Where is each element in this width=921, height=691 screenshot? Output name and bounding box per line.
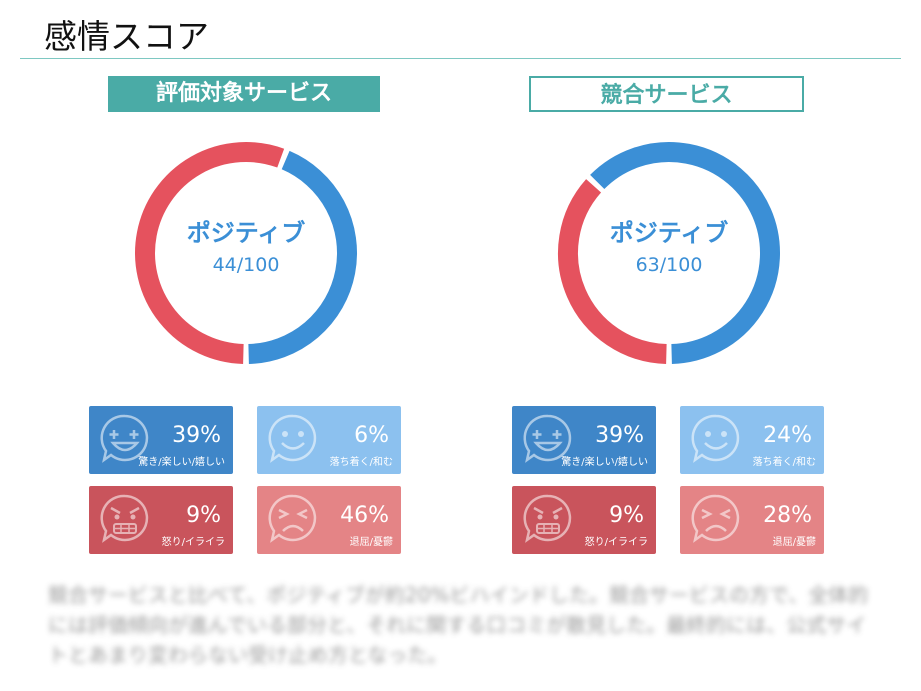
excited-face-icon xyxy=(99,413,151,465)
donut-segment-positive xyxy=(590,142,780,364)
page-title: 感情スコア xyxy=(44,17,209,56)
summary-text: 競合サービスと比べて、ポジティブが約20%ビハインドした。競合サービスの方で、全… xyxy=(48,583,869,667)
emotion-caption: 退屈/憂鬱 xyxy=(772,537,816,548)
emotion-percent: 9% xyxy=(186,503,221,528)
donut-score: 63/100 xyxy=(635,254,703,276)
donut-chart xyxy=(558,142,780,364)
emotion-percent: 24% xyxy=(763,423,812,448)
emotion-tile-calm: 6% 落ち着く/和む xyxy=(257,406,401,474)
emotion-percent: 6% xyxy=(354,423,389,448)
sentiment-donut-competitor: ポジティブ 63/100 xyxy=(549,133,789,373)
emotion-caption: 怒り/イライラ xyxy=(584,537,648,548)
donut-segment-negative xyxy=(135,142,285,364)
angry-face-icon xyxy=(522,493,574,545)
sentiment-donut-target: ポジティブ 44/100 xyxy=(126,133,366,373)
panel-target-service: 評価対象サービス ポジティブ 44/100 39% 驚き/楽しい/嬉しい 6% xyxy=(45,0,445,570)
emotion-tile-sad: 46% 退屈/憂鬱 xyxy=(257,486,401,554)
donut-chart xyxy=(135,142,357,364)
panel-competitor-service: 競合サービス ポジティブ 63/100 39% 驚き/楽しい/嬉しい 24% xyxy=(468,0,868,570)
donut-score: 44/100 xyxy=(212,254,280,276)
service-label-target: 評価対象サービス xyxy=(108,76,380,112)
emotion-caption: 驚き/楽しい/嬉しい xyxy=(138,457,225,468)
donut-center-label: ポジティブ xyxy=(609,219,729,247)
angry-face-icon xyxy=(99,493,151,545)
emotion-percent: 39% xyxy=(595,423,644,448)
emotion-tile-anger: 9% 怒り/イライラ xyxy=(89,486,233,554)
emotion-caption: 怒り/イライラ xyxy=(161,537,225,548)
sad-face-icon xyxy=(690,493,742,545)
emotion-tile-joy: 39% 驚き/楽しい/嬉しい xyxy=(512,406,656,474)
donut-center-label: ポジティブ xyxy=(186,219,306,247)
emotion-tile-calm: 24% 落ち着く/和む xyxy=(680,406,824,474)
emotion-tile-joy: 39% 驚き/楽しい/嬉しい xyxy=(89,406,233,474)
emotion-percent: 39% xyxy=(172,423,221,448)
emotion-tile-sad: 28% 退屈/憂鬱 xyxy=(680,486,824,554)
emotion-caption: 驚き/楽しい/嬉しい xyxy=(561,457,648,468)
emotion-tile-anger: 9% 怒り/イライラ xyxy=(512,486,656,554)
emotion-caption: 退屈/憂鬱 xyxy=(349,537,393,548)
title-divider xyxy=(20,58,901,59)
emotion-percent: 28% xyxy=(763,503,812,528)
emotion-caption: 落ち着く/和む xyxy=(752,457,816,468)
smile-face-icon xyxy=(690,413,742,465)
emotion-percent: 46% xyxy=(340,503,389,528)
excited-face-icon xyxy=(522,413,574,465)
service-label-competitor: 競合サービス xyxy=(529,76,804,112)
donut-segment-negative xyxy=(558,179,667,364)
donut-segment-positive xyxy=(248,150,357,364)
emotion-caption: 落ち着く/和む xyxy=(329,457,393,468)
sad-face-icon xyxy=(267,493,319,545)
emotion-percent: 9% xyxy=(609,503,644,528)
smile-face-icon xyxy=(267,413,319,465)
